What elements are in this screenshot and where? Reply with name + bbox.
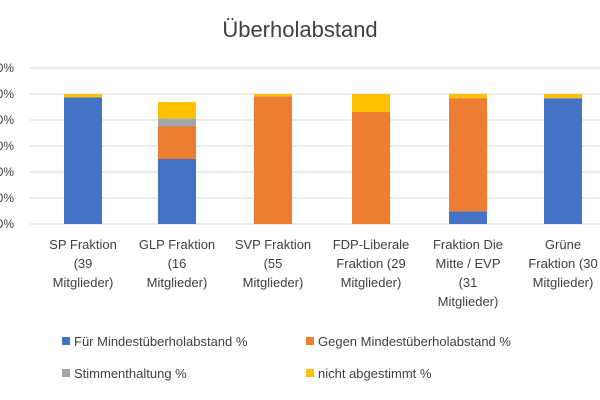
bar-segment [449, 94, 487, 99]
x-category-label: FDP-Liberale [333, 237, 410, 252]
bar-segment [158, 126, 196, 159]
legend-label: nicht abgestimmt % [318, 366, 432, 381]
x-category-label: Mitglieder) [341, 275, 402, 290]
y-tick-label: 100% [0, 87, 14, 101]
y-tick-label: 0% [0, 217, 14, 231]
bar-segment [64, 94, 102, 98]
y-tick-label: 20% [0, 191, 14, 205]
x-category-label: Mitglieder) [147, 275, 208, 290]
x-category-label: Mitte / EVP [435, 256, 500, 271]
x-category-label: SP Fraktion [49, 237, 117, 252]
legend-swatch [306, 369, 314, 377]
x-category-label: (16 [168, 256, 187, 271]
bar-segment [158, 159, 196, 224]
x-category-label: Fraktion (30 [528, 256, 597, 271]
y-tick-label: 40% [0, 165, 14, 179]
legend-label: Gegen Mindestüberholabstand % [318, 334, 511, 349]
bar-segment [64, 97, 102, 224]
x-category-label: Grüne [545, 237, 581, 252]
bar-segment [352, 94, 390, 112]
chart-title: Überholabstand [222, 17, 377, 42]
bar-segment [544, 94, 582, 99]
y-tick-label: 120% [0, 61, 14, 75]
x-category-label: Fraktion Die [433, 237, 503, 252]
x-category-label: Mitglieder) [438, 294, 499, 309]
x-category-label: Mitglieder) [243, 275, 304, 290]
bar-segment [352, 111, 390, 224]
x-category-label: Mitglieder) [533, 275, 594, 290]
bar-segment [254, 96, 292, 224]
bar-segment [158, 118, 196, 127]
bar-segment [544, 98, 582, 224]
legend-label: Für Mindestüberholabstand % [74, 334, 248, 349]
x-category-label: Mitglieder) [53, 275, 114, 290]
bar-segment [449, 211, 487, 224]
legend-swatch [62, 369, 70, 377]
x-category-label: (39 [74, 256, 93, 271]
legend-label: Stimmenthaltung % [74, 366, 187, 381]
x-category-label: (31 [459, 275, 478, 290]
y-tick-label: 80% [0, 113, 14, 127]
x-category-label: Fraktion (29 [336, 256, 405, 271]
x-category-label: SVP Fraktion [235, 237, 311, 252]
y-tick-label: 60% [0, 139, 14, 153]
x-category-label: GLP Fraktion [139, 237, 215, 252]
legend-swatch [62, 337, 70, 345]
bar-segment [449, 98, 487, 212]
bar-segment [254, 94, 292, 97]
x-category-label: (55 [264, 256, 283, 271]
bar-segment [158, 102, 196, 119]
legend-swatch [306, 337, 314, 345]
